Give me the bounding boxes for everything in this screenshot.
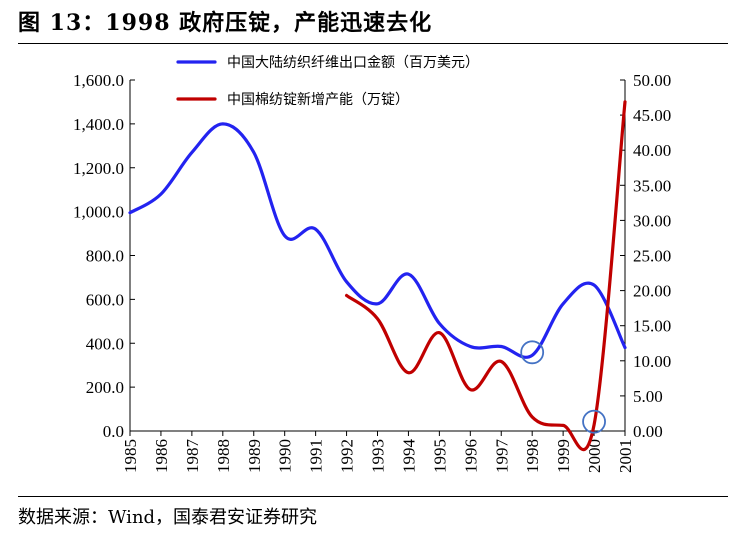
x-tick-label: 1987 xyxy=(183,439,202,474)
x-tick-label: 1995 xyxy=(430,439,449,473)
legend-label-2: 中国棉纺锭新增产能（万锭） xyxy=(227,91,409,108)
bottom-rule xyxy=(18,496,728,497)
y-right-tick-label: 40.00 xyxy=(633,141,671,160)
y-right-tick-label: 5.00 xyxy=(633,387,663,406)
x-tick-label: 1993 xyxy=(369,439,388,473)
top-rule xyxy=(18,43,728,44)
y-left-tick-label: 200.0 xyxy=(86,378,124,397)
y-right-tick-label: 45.00 xyxy=(633,106,671,125)
annotation-circle-1 xyxy=(520,340,545,365)
y-left-tick-label: 0.0 xyxy=(103,422,124,441)
y-right-tick-label: 10.00 xyxy=(633,352,671,371)
series-line-2 xyxy=(345,100,627,452)
x-tick-label: 2001 xyxy=(616,439,635,473)
y-left-tick-label: 1,200.0 xyxy=(73,159,124,178)
x-tick-label: 1996 xyxy=(461,439,480,473)
series-line-1 xyxy=(128,122,627,359)
y-left-tick-label: 1,600.0 xyxy=(73,71,124,90)
y-left-tick-label: 600.0 xyxy=(86,290,124,309)
x-tick-label: 1992 xyxy=(338,439,357,473)
y-left-tick-label: 800.0 xyxy=(86,247,124,266)
x-tick-label: 2000 xyxy=(585,439,604,473)
source-note: 数据来源：Wind，国泰君安证券研究 xyxy=(18,507,318,528)
x-tick-label: 1988 xyxy=(214,439,233,473)
x-tick-label: 1990 xyxy=(276,439,295,473)
y-right-tick-label: 50.00 xyxy=(633,71,671,90)
y-left-tick-label: 1,000.0 xyxy=(73,203,124,222)
y-left-tick-label: 400.0 xyxy=(86,334,124,353)
y-right-tick-label: 20.00 xyxy=(633,282,671,301)
x-tick-label: 1994 xyxy=(399,439,418,474)
y-right-tick-label: 25.00 xyxy=(633,247,671,266)
y-right-tick-label: 30.00 xyxy=(633,211,671,230)
x-tick-label: 1985 xyxy=(121,439,140,473)
x-tick-label: 1986 xyxy=(152,439,171,473)
x-tick-label: 1998 xyxy=(523,439,542,473)
figure-title: 图 13：1998 政府压锭，产能迅速去化 xyxy=(18,10,433,36)
legend-label-1: 中国大陆纺织纤维出口金额（百万美元） xyxy=(227,55,479,71)
y-right-tick-label: 0.00 xyxy=(633,422,663,441)
annotation-circle-2 xyxy=(582,409,606,434)
y-right-tick-label: 15.00 xyxy=(633,317,671,336)
x-tick-label: 1999 xyxy=(554,439,573,473)
x-tick-label: 1989 xyxy=(245,439,264,473)
x-tick-label: 1997 xyxy=(492,439,511,474)
x-tick-label: 1991 xyxy=(307,439,326,473)
y-left-tick-label: 1,400.0 xyxy=(73,115,124,134)
y-right-tick-label: 35.00 xyxy=(633,176,671,195)
